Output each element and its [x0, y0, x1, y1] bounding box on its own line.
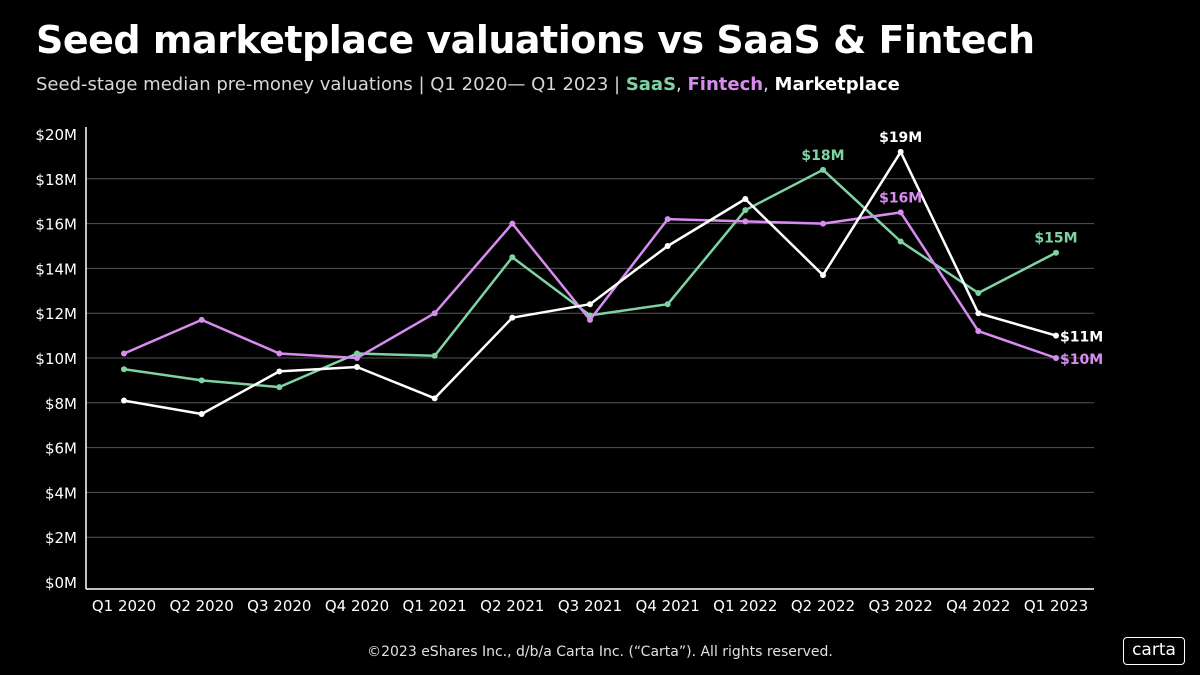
data-point-fintech [509, 220, 516, 227]
chart-title: Seed marketplace valuations vs SaaS & Fi… [36, 18, 1035, 62]
data-label-fintech: $16M [879, 190, 922, 206]
data-label-fintech: $10M [1060, 352, 1103, 368]
y-axis: $0M $2M $4M $6M $8M $10M $12M $14M $16M $18M $20M [35, 126, 87, 592]
copyright-footer: ©2023 eShares Inc., d/b/a Carta Inc. (“C… [367, 644, 833, 660]
data-point-fintech [820, 220, 826, 227]
x-tick-label: Q3 2022 [869, 597, 933, 615]
x-tick-label: Q2 2020 [170, 597, 234, 615]
x-tick-label: Q4 2022 [946, 597, 1010, 615]
data-point-saas [897, 238, 904, 245]
data-point-fintech [276, 350, 283, 357]
grid-lines [86, 178, 1094, 538]
data-point-saas [820, 166, 826, 173]
x-tick-label: Q1 2023 [1024, 597, 1088, 615]
data-point-marketplace [587, 301, 593, 308]
data-point-saas [354, 350, 360, 357]
x-tick-label: Q2 2022 [791, 597, 855, 615]
x-tick-label: Q4 2020 [325, 597, 389, 615]
series-group [121, 148, 1059, 417]
x-tick-label: Q1 2021 [403, 597, 467, 615]
legend-marketplace: Marketplace [774, 74, 900, 95]
data-label-marketplace: $19M [879, 130, 922, 146]
y-tick-label: $0M [45, 574, 77, 592]
data-point-fintech [975, 328, 982, 335]
data-label-saas: $18M [801, 148, 844, 164]
data-point-saas [431, 352, 438, 359]
y-tick-label: $12M [35, 305, 77, 323]
data-point-marketplace [664, 243, 671, 249]
data-point-saas [742, 207, 749, 214]
data-label-marketplace: $11M [1060, 330, 1103, 346]
data-point-fintech [121, 350, 127, 357]
data-point-marketplace [121, 397, 127, 404]
data-point-saas [198, 377, 205, 384]
x-tick-label: Q3 2021 [558, 597, 622, 615]
data-point-fintech [587, 316, 593, 323]
chart-subtitle: Seed-stage median pre-money valuations |… [36, 74, 900, 95]
data-point-saas [276, 384, 283, 391]
data-point-saas [664, 301, 671, 308]
data-point-saas [509, 254, 516, 261]
subtitle-text: Seed-stage median pre-money valuations |… [36, 74, 626, 95]
data-point-fintech [198, 316, 205, 323]
data-point-fintech [897, 209, 904, 216]
y-tick-label: $16M [35, 216, 77, 234]
data-point-fintech [354, 355, 360, 361]
y-tick-label: $14M [35, 260, 77, 278]
y-tick-label: $6M [45, 440, 77, 458]
legend-fintech: Fintech [687, 74, 764, 95]
data-point-fintech [742, 218, 749, 225]
y-tick-label: $20M [35, 126, 77, 144]
y-tick-label: $4M [45, 484, 77, 502]
data-point-marketplace [198, 411, 205, 417]
series-line-fintech [123, 211, 1057, 360]
data-point-marketplace [431, 395, 438, 402]
legend-separator: , [676, 74, 688, 95]
data-point-marketplace [975, 310, 982, 317]
data-point-marketplace [509, 314, 516, 321]
data-point-marketplace [897, 148, 904, 155]
x-tick-label: Q4 2021 [636, 597, 700, 615]
data-label-saas: $15M [1034, 231, 1077, 247]
data-point-fintech [1053, 355, 1059, 361]
data-point-saas [1053, 249, 1059, 256]
x-tick-label: Q2 2021 [480, 597, 544, 615]
x-tick-label: Q1 2020 [92, 597, 156, 615]
data-point-marketplace [1053, 332, 1059, 339]
legend-saas: SaaS [625, 74, 677, 95]
y-tick-label: $18M [35, 171, 77, 189]
legend-separator: , [763, 74, 775, 95]
data-point-marketplace [276, 368, 283, 375]
y-tick-label: $8M [45, 395, 77, 413]
data-point-marketplace [742, 195, 749, 202]
x-tick-label: Q1 2022 [713, 597, 777, 615]
data-point-marketplace [354, 363, 360, 370]
data-labels: $18M $15M $16M $10M $19M $11M [801, 130, 1103, 368]
data-point-saas [121, 366, 127, 373]
data-point-fintech [664, 216, 671, 223]
x-tick-label: Q3 2020 [247, 597, 311, 615]
data-point-fintech [431, 310, 438, 317]
x-axis: Q1 2020 Q2 2020 Q3 2020 Q4 2020 Q1 2021 Q2 20… [86, 588, 1094, 615]
carta-logo: carta [1123, 637, 1185, 665]
y-tick-label: $2M [45, 529, 77, 547]
data-point-saas [975, 290, 982, 297]
data-point-marketplace [820, 272, 826, 279]
y-tick-label: $10M [35, 350, 77, 368]
